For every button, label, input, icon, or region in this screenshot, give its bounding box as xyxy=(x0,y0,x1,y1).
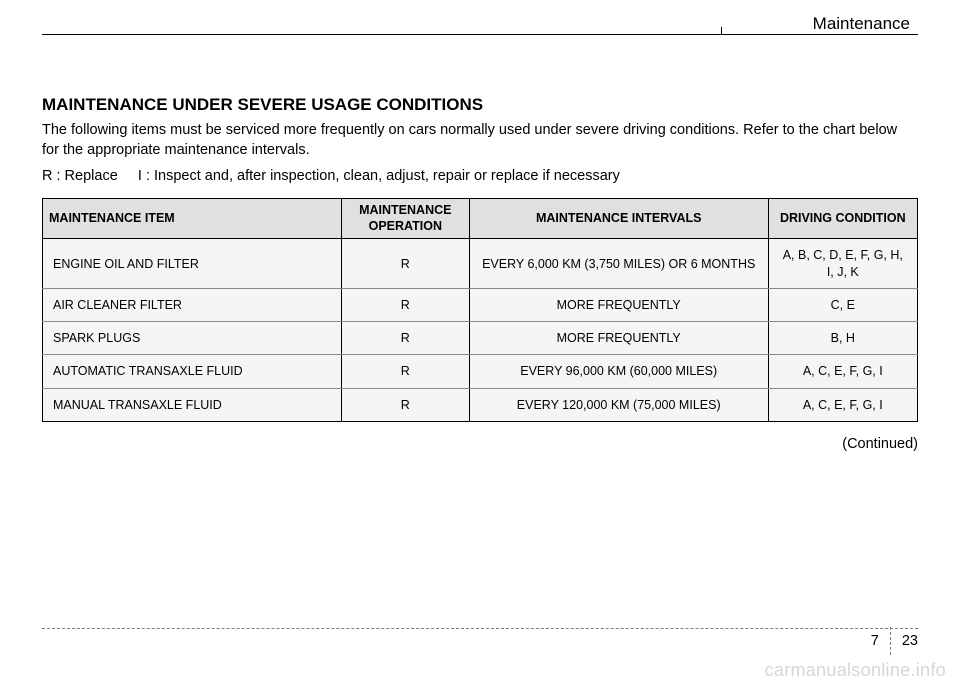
cell-cond: A, C, E, F, G, I xyxy=(768,388,917,421)
page-heading: MAINTENANCE UNDER SEVERE USAGE CONDITION… xyxy=(42,95,918,115)
footer-divider xyxy=(890,627,891,655)
col-header-operation: MAINTENANCE OPERATION xyxy=(341,199,469,239)
cell-item: ENGINE OIL AND FILTER xyxy=(43,239,342,289)
cell-op: R xyxy=(341,288,469,321)
cell-cond: A, B, C, D, E, F, G, H, I, J, K xyxy=(768,239,917,289)
cell-op: R xyxy=(341,322,469,355)
cell-op: R xyxy=(341,239,469,289)
cell-interval: EVERY 6,000 KM (3,750 MILES) OR 6 MONTHS xyxy=(469,239,768,289)
continued-label: (Continued) xyxy=(42,436,918,452)
col-header-condition: DRIVING CONDITION xyxy=(768,199,917,239)
table-row: ENGINE OIL AND FILTER R EVERY 6,000 KM (… xyxy=(43,239,918,289)
chapter-number: 7 xyxy=(871,633,885,649)
cell-item: AIR CLEANER FILTER xyxy=(43,288,342,321)
cell-op: R xyxy=(341,388,469,421)
page-number: 23 xyxy=(896,633,918,649)
legend-text: R : Replace I : Inspect and, after inspe… xyxy=(42,168,918,184)
cell-interval: MORE FREQUENTLY xyxy=(469,288,768,321)
header-rule xyxy=(42,34,918,35)
table-row: SPARK PLUGS R MORE FREQUENTLY B, H xyxy=(43,322,918,355)
col-header-intervals: MAINTENANCE INTERVALS xyxy=(469,199,768,239)
cell-item: SPARK PLUGS xyxy=(43,322,342,355)
cell-interval: EVERY 96,000 KM (60,000 MILES) xyxy=(469,355,768,388)
intro-paragraph: The following items must be serviced mor… xyxy=(42,121,918,160)
watermark-text: carmanualsonline.info xyxy=(765,660,946,681)
page-footer: 7 23 xyxy=(871,627,918,655)
cell-interval: MORE FREQUENTLY xyxy=(469,322,768,355)
cell-cond: C, E xyxy=(768,288,917,321)
table-row: AUTOMATIC TRANSAXLE FLUID R EVERY 96,000… xyxy=(43,355,918,388)
col-header-item: MAINTENANCE ITEM xyxy=(43,199,342,239)
cell-cond: A, C, E, F, G, I xyxy=(768,355,917,388)
cell-item: AUTOMATIC TRANSAXLE FLUID xyxy=(43,355,342,388)
header-tick xyxy=(721,27,722,35)
section-title: Maintenance xyxy=(42,14,918,34)
cell-op: R xyxy=(341,355,469,388)
cell-interval: EVERY 120,000 KM (75,000 MILES) xyxy=(469,388,768,421)
table-row: AIR CLEANER FILTER R MORE FREQUENTLY C, … xyxy=(43,288,918,321)
footer-rule xyxy=(42,628,918,629)
cell-cond: B, H xyxy=(768,322,917,355)
table-row: MANUAL TRANSAXLE FLUID R EVERY 120,000 K… xyxy=(43,388,918,421)
cell-item: MANUAL TRANSAXLE FLUID xyxy=(43,388,342,421)
maintenance-table: MAINTENANCE ITEM MAINTENANCE OPERATION M… xyxy=(42,198,918,422)
